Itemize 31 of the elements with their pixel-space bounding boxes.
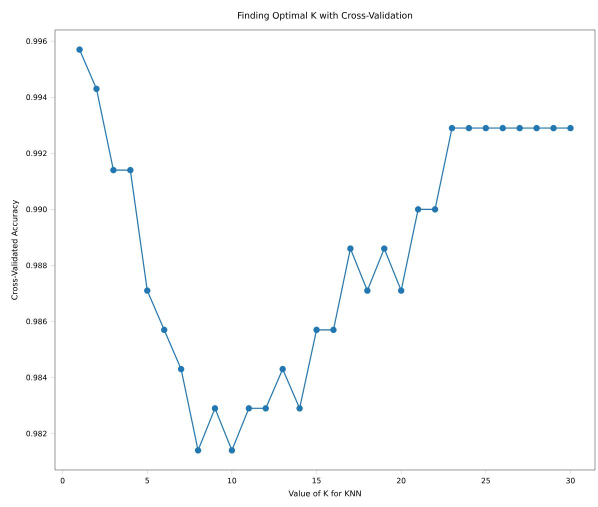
point <box>466 124 472 132</box>
point <box>194 447 202 454</box>
point <box>110 166 117 174</box>
point <box>212 405 218 412</box>
point <box>516 124 523 132</box>
point <box>228 447 236 454</box>
point <box>381 245 388 252</box>
point <box>414 206 422 213</box>
point <box>178 366 184 372</box>
point <box>347 245 354 252</box>
point <box>398 287 404 294</box>
point <box>93 86 100 92</box>
point <box>330 326 337 334</box>
point <box>127 166 134 174</box>
point <box>296 405 303 412</box>
point <box>482 124 490 132</box>
point <box>313 326 320 334</box>
chart-title: Finding Optimal K with Cross-Validation <box>238 12 412 20</box>
point <box>533 124 540 132</box>
point <box>262 405 269 412</box>
point <box>500 124 506 132</box>
point <box>161 326 168 334</box>
point <box>448 124 456 132</box>
point <box>144 287 150 294</box>
point <box>567 124 574 132</box>
point <box>246 405 252 412</box>
point <box>364 287 371 294</box>
point <box>432 206 438 213</box>
point <box>280 366 286 372</box>
point <box>550 124 557 132</box>
point <box>76 46 83 53</box>
